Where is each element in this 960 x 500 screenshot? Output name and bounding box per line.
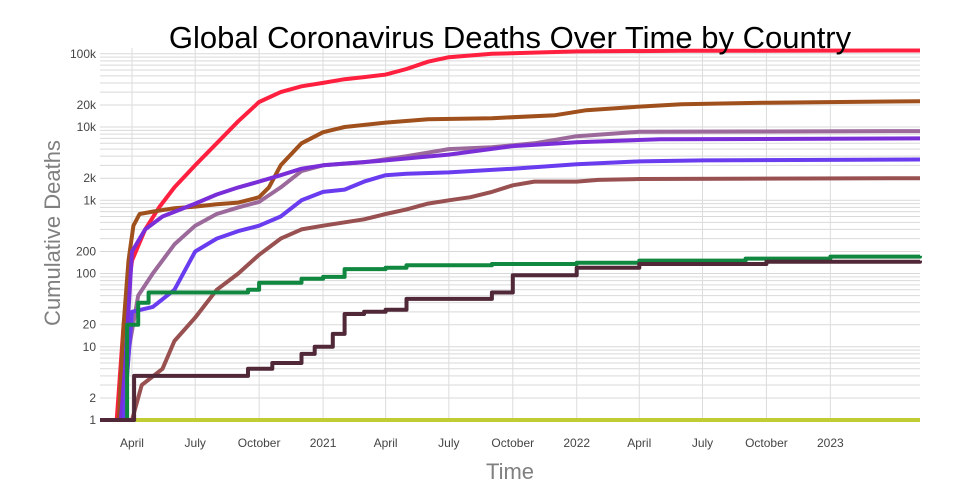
y-tick-label: 10 [83, 340, 97, 354]
x-tick-labels: April July October 2021 April July October 2022… [120, 436, 844, 450]
x-tick-label: October [238, 436, 281, 450]
x-tick-label: October [745, 436, 788, 450]
y-tick-label: 1k [83, 193, 97, 207]
y-axis-title: Cumulative Deaths [40, 140, 65, 326]
y-tick-label: 20k [77, 98, 97, 112]
x-tick-label: April [120, 436, 144, 450]
chart-title: Global Coronavirus Deaths Over Time by C… [169, 20, 852, 55]
series-layer [100, 48, 922, 422]
y-tick-label: 200 [76, 244, 96, 258]
y-tick-label: 2 [89, 391, 96, 405]
x-tick-label: July [692, 436, 713, 450]
grid [100, 48, 920, 421]
x-tick-label: July [185, 436, 206, 450]
series-line-8 [100, 254, 922, 422]
series-line-6 [100, 157, 921, 422]
x-tick-label: 2021 [310, 436, 337, 450]
x-tick-label: July [438, 436, 459, 450]
y-tick-label: 10k [77, 120, 97, 134]
series-line-9 [100, 259, 922, 422]
x-tick-label: 2023 [817, 436, 844, 450]
y-tick-label: 2k [83, 171, 97, 185]
series-line-4 [100, 129, 921, 422]
x-tick-label: April [627, 436, 651, 450]
series-line-7 [100, 176, 921, 422]
y-tick-label: 1 [89, 413, 96, 427]
x-tick-label: April [374, 436, 398, 450]
x-tick-label: 2022 [563, 436, 590, 450]
y-tick-label: 100k [70, 47, 97, 61]
y-tick-label: 100 [76, 267, 96, 281]
y-tick-labels: 1 2 10 20 100 200 1k 2k 10k 20k 100k [70, 47, 97, 427]
x-tick-label: October [491, 436, 534, 450]
x-axis-title: Time [486, 459, 534, 484]
series-line-5 [100, 136, 921, 422]
y-tick-label: 20 [83, 318, 97, 332]
